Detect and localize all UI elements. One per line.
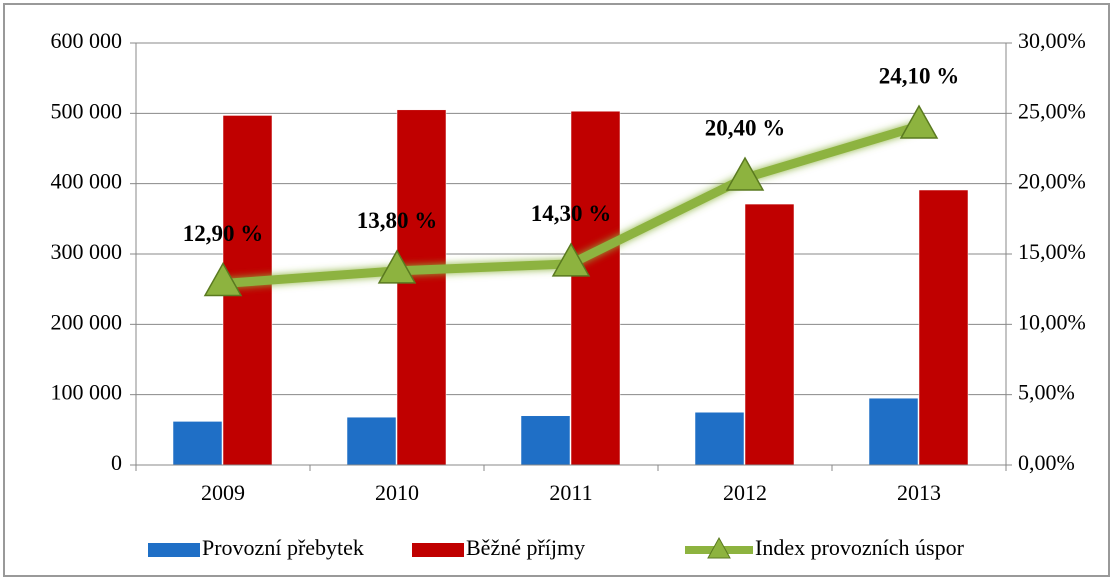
x-tick-label: 2012 [723, 480, 767, 505]
y-tick-label: 400 000 [51, 169, 123, 194]
x-tick-label: 2013 [897, 480, 941, 505]
bar [918, 189, 969, 466]
bar [520, 415, 571, 466]
x-tick-label: 2011 [549, 480, 592, 505]
data-label: 20,40 % [705, 115, 786, 140]
bar [396, 109, 447, 466]
x-tick-label: 2010 [375, 480, 419, 505]
y2-tick-label: 15,00% [1018, 239, 1086, 264]
marker [899, 104, 939, 139]
legend-swatch [412, 543, 464, 557]
y2-tick-label: 20,00% [1018, 169, 1086, 194]
bar [346, 416, 397, 466]
y-tick-label: 0 [111, 450, 122, 475]
legend-swatch [707, 536, 731, 559]
y2-tick-label: 0,00% [1018, 450, 1075, 475]
bar [172, 421, 223, 466]
legend-label: Index provozních úspor [755, 535, 965, 560]
data-label: 14,30 % [531, 201, 612, 226]
data-label: 13,80 % [357, 208, 438, 233]
y-tick-label: 200 000 [51, 309, 123, 334]
y-tick-label: 600 000 [51, 28, 123, 53]
y2-tick-label: 5,00% [1018, 380, 1075, 405]
marker [203, 262, 243, 297]
y2-tick-label: 10,00% [1018, 309, 1086, 334]
bar [694, 412, 745, 466]
data-label: 24,10 % [879, 63, 960, 88]
legend-label: Provozní přebytek [202, 535, 364, 560]
x-tick-label: 2009 [201, 480, 245, 505]
y2-tick-label: 30,00% [1018, 28, 1086, 53]
legend-label: Běžné příjmy [466, 535, 585, 560]
y-tick-label: 500 000 [51, 98, 123, 123]
y-tick-label: 300 000 [51, 239, 123, 264]
marker [725, 156, 765, 191]
bar [868, 397, 919, 466]
y2-tick-label: 25,00% [1018, 98, 1086, 123]
bar [744, 203, 795, 466]
data-label: 12,90 % [183, 221, 264, 246]
bar [570, 110, 621, 466]
marker [377, 249, 417, 284]
marker [551, 242, 591, 277]
legend-swatch [148, 543, 200, 557]
y-tick-label: 100 000 [51, 380, 123, 405]
